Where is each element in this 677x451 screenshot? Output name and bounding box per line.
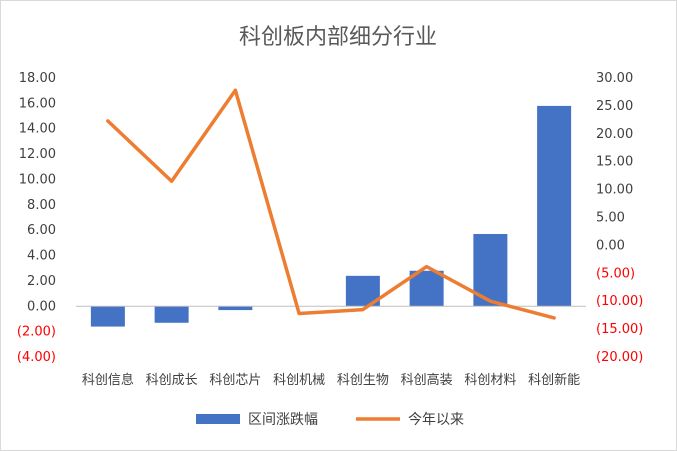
left-tick-label: 2.00 bbox=[27, 274, 56, 289]
legend-label-line: 今年以来 bbox=[408, 412, 464, 428]
right-tick-label: 10.00 bbox=[596, 183, 633, 198]
left-tick-label: 10.00 bbox=[19, 172, 56, 187]
category-label: 科创生物 bbox=[337, 373, 389, 388]
category-label: 科创信息 bbox=[82, 372, 134, 388]
right-tick-label: 25.00 bbox=[596, 99, 633, 114]
chart-title: 科创板内部细分行业 bbox=[239, 25, 437, 50]
line-series bbox=[106, 88, 556, 320]
legend-swatch-bar bbox=[196, 414, 240, 424]
right-tick-label: (5.00) bbox=[596, 266, 635, 281]
left-tick-label: 12.00 bbox=[19, 147, 56, 162]
bar-5 bbox=[409, 270, 444, 307]
bar-2 bbox=[218, 306, 253, 311]
left-tick-label: 0.00 bbox=[27, 299, 56, 314]
right-axis-ticks: 30.00 25.00 20.00 15.00 10.00 5.00 0.00 (5.00) (… bbox=[596, 71, 643, 365]
line-today-year bbox=[106, 88, 556, 320]
category-labels: 科创信息 科创成长 科创芯片 科创机械 科创生物 科创高装 科创材料 科创新能 bbox=[82, 372, 580, 388]
left-tick-label: 4.00 bbox=[27, 249, 56, 264]
left-tick-label: (2.00) bbox=[17, 325, 56, 340]
category-label: 科创新能 bbox=[528, 372, 580, 388]
left-tick-label: (4.00) bbox=[17, 350, 56, 365]
right-tick-label: 15.00 bbox=[596, 155, 633, 170]
right-tick-label: 20.00 bbox=[596, 127, 633, 142]
category-label: 科创芯片 bbox=[209, 373, 261, 388]
bar-7 bbox=[537, 105, 572, 307]
left-tick-label: 14.00 bbox=[19, 122, 56, 137]
legend-label-bar: 区间涨跌幅 bbox=[248, 412, 318, 428]
category-label: 科创成长 bbox=[146, 373, 198, 388]
right-tick-label: (15.00) bbox=[596, 322, 643, 337]
bar-series bbox=[90, 105, 572, 327]
left-axis-ticks: 18.00 16.00 14.00 12.00 10.00 8.00 6.00 4.00 2.0… bbox=[17, 71, 56, 365]
legend: 区间涨跌幅 今年以来 bbox=[196, 412, 464, 428]
right-tick-label: (10.00) bbox=[596, 294, 643, 309]
category-label: 科创材料 bbox=[464, 373, 516, 388]
left-tick-label: 6.00 bbox=[27, 223, 56, 238]
bar-1 bbox=[154, 306, 189, 323]
right-tick-label: 30.00 bbox=[596, 71, 633, 86]
left-tick-label: 18.00 bbox=[19, 71, 56, 86]
right-tick-label: 5.00 bbox=[596, 211, 625, 226]
left-tick-label: 16.00 bbox=[19, 96, 56, 111]
left-tick-label: 8.00 bbox=[27, 198, 56, 213]
right-tick-label: 0.00 bbox=[596, 238, 625, 253]
category-label: 科创高装 bbox=[401, 372, 453, 388]
category-label: 科创机械 bbox=[273, 373, 325, 388]
right-tick-label: (20.00) bbox=[596, 350, 643, 365]
bar-0 bbox=[90, 306, 125, 327]
